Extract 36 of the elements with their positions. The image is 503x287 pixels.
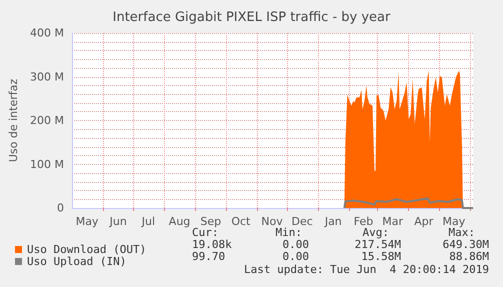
text: 0.00 [282, 238, 309, 251]
x-tick-label: Jul [140, 215, 156, 228]
legend-label: Uso Upload (IN) [27, 255, 126, 268]
text: 88.86M [449, 250, 490, 263]
text: 217.54M [354, 238, 402, 251]
text: 19.08k [192, 238, 232, 251]
x-tick-label: Jan [324, 215, 342, 228]
text: Avg: [362, 226, 389, 239]
x-tick-label: May [76, 215, 99, 228]
y-tick-label: 200 M [30, 114, 64, 127]
y-tick-label: 0 [57, 202, 64, 214]
text: Last update: Tue Jun 4 20:00:14 2019 [244, 263, 490, 276]
x-tick-label: Feb [354, 215, 374, 228]
x-tick-label: Mar [382, 215, 404, 228]
line-series [343, 197, 474, 209]
text: Cur: [192, 226, 218, 239]
x-tick-label: Dec [292, 215, 313, 228]
y-tick-label: 400 M [30, 26, 64, 40]
text: Max: [448, 226, 475, 239]
x-tick-label: Oct [231, 215, 252, 228]
y-tick-label: 100 M [30, 158, 64, 171]
text: 0.00 [282, 250, 309, 263]
x-tick-label: Nov [261, 215, 284, 228]
text: Min: [276, 226, 302, 239]
text: 15.58M [361, 250, 402, 263]
x-tick-label: Aug [168, 215, 190, 228]
x-tick-label: Apr [414, 215, 434, 228]
text: 99.70 [192, 250, 226, 263]
x-tick-label: Sep [200, 215, 222, 228]
legend-label: Uso Download (OUT) [27, 243, 146, 256]
x-tick-label: Jun [108, 215, 127, 228]
y-axis-title: Uso de interfaz [7, 78, 20, 162]
chart-title: Interface Gigabit PIXEL ISP traffic - by year [112, 10, 392, 25]
x-tick-label: May [442, 215, 466, 228]
text: 649.30M [442, 238, 490, 251]
y-tick-label: 300 M [30, 70, 64, 84]
